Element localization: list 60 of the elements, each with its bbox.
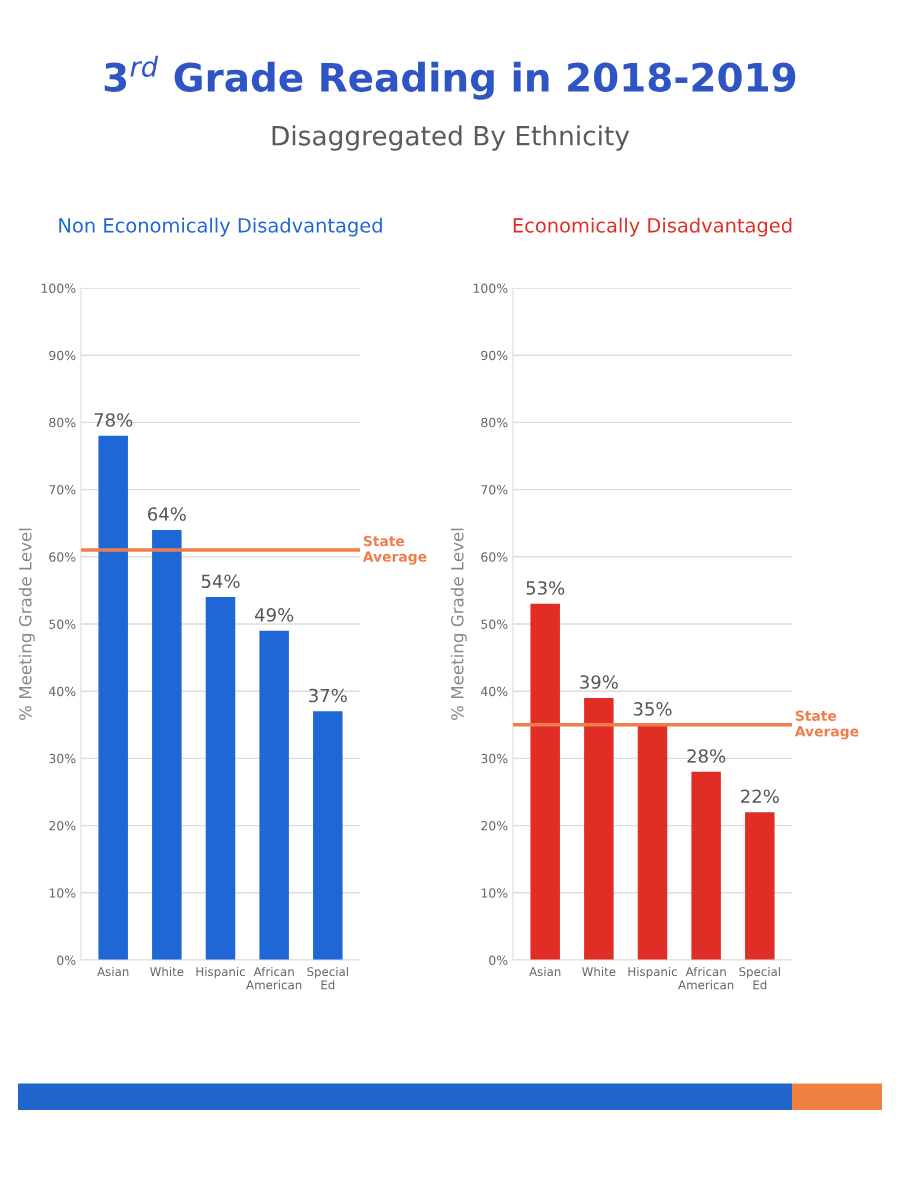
x-tick-label: African American bbox=[678, 966, 734, 990]
y-tick-label: 30% bbox=[49, 753, 76, 764]
x-tick-label: White bbox=[582, 966, 616, 977]
y-tick-label: 60% bbox=[481, 552, 508, 562]
data-label: 64% bbox=[148, 507, 186, 521]
bar bbox=[691, 771, 721, 960]
y-tick-label: 20% bbox=[481, 821, 508, 831]
x-tick-label: Hispanic bbox=[196, 966, 245, 979]
x-tick-label: Special Ed bbox=[307, 966, 348, 990]
x-tick-label: Hispanic bbox=[628, 966, 677, 979]
chart-title: Non Economically Disadvantaged bbox=[59, 217, 382, 237]
y-tick-label: 80% bbox=[481, 417, 508, 428]
x-tick-label: African American bbox=[246, 966, 302, 990]
y-tick-label: 20% bbox=[49, 821, 76, 831]
y-axis-title: % Meeting Grade Level bbox=[450, 528, 467, 720]
y-axis-title: % Meeting Grade Level bbox=[18, 528, 35, 720]
y-tick-label: 70% bbox=[49, 485, 76, 495]
data-label: 53% bbox=[526, 581, 565, 595]
data-label: 39% bbox=[580, 675, 618, 689]
y-tick-label: 30% bbox=[481, 753, 508, 764]
data-label: 49% bbox=[254, 608, 294, 622]
y-tick-label: 70% bbox=[481, 485, 508, 495]
y-tick-label: 40% bbox=[480, 686, 508, 697]
bar bbox=[152, 529, 182, 960]
bar bbox=[313, 711, 343, 960]
bar bbox=[530, 603, 560, 960]
y-tick-label: 80% bbox=[49, 417, 76, 428]
bar bbox=[637, 724, 668, 960]
text: Disaggregated By Ethnicity bbox=[272, 125, 630, 151]
y-tick-label: 90% bbox=[49, 350, 76, 361]
y-tick-label: 0% bbox=[489, 955, 508, 965]
data-label: 22% bbox=[741, 789, 779, 804]
data-label: 28% bbox=[687, 749, 726, 763]
y-tick-label: 50% bbox=[49, 619, 76, 629]
ref-line-label: State Average bbox=[794, 710, 859, 740]
y-tick-label: 10% bbox=[49, 888, 76, 898]
ref-line-label: State Average bbox=[362, 535, 427, 565]
data-label: 78% bbox=[94, 413, 133, 427]
bar bbox=[259, 630, 289, 960]
bar bbox=[584, 697, 614, 960]
x-tick-label: Asian bbox=[529, 966, 561, 977]
y-tick-label: 90% bbox=[481, 350, 508, 361]
text: 3$^{rd}$ Grade Reading in 2018-2019 bbox=[104, 55, 796, 100]
data-label: 37% bbox=[309, 688, 347, 703]
y-tick-label: 100% bbox=[473, 283, 508, 293]
y-tick-label: 100% bbox=[41, 283, 76, 293]
x-tick-label: Asian bbox=[97, 966, 129, 977]
y-tick-label: 60% bbox=[49, 552, 76, 562]
data-label: 54% bbox=[201, 574, 240, 589]
bar bbox=[745, 812, 775, 960]
y-tick-label: 40% bbox=[48, 686, 76, 697]
y-tick-label: 10% bbox=[481, 888, 508, 898]
y-tick-label: 0% bbox=[57, 955, 76, 965]
bar bbox=[98, 435, 128, 960]
y-tick-label: 50% bbox=[481, 619, 508, 629]
x-tick-label: Special Ed bbox=[739, 966, 780, 990]
chart-title: Economically Disadvantaged bbox=[513, 217, 792, 237]
x-tick-label: White bbox=[150, 966, 184, 977]
data-label: 35% bbox=[633, 702, 672, 716]
bar bbox=[205, 597, 236, 960]
